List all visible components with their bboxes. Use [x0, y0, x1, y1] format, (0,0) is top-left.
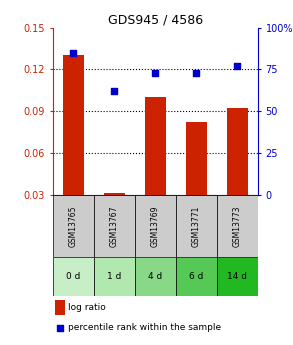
- Bar: [63, 56, 84, 195]
- Text: GSM13765: GSM13765: [69, 205, 78, 247]
- Bar: [55, 300, 65, 315]
- Point: [235, 63, 240, 69]
- Bar: [176, 195, 217, 257]
- Text: GSM13769: GSM13769: [151, 205, 160, 247]
- Point: [194, 70, 199, 76]
- Text: 6 d: 6 d: [189, 273, 204, 282]
- Bar: [104, 194, 125, 195]
- Text: percentile rank within the sample: percentile rank within the sample: [68, 323, 221, 332]
- Point: [112, 88, 117, 94]
- Point: [57, 325, 62, 331]
- Point: [153, 70, 158, 76]
- Title: GDS945 / 4586: GDS945 / 4586: [108, 13, 203, 27]
- Text: time: time: [0, 344, 1, 345]
- Bar: [227, 108, 248, 195]
- Text: ▶: ▶: [0, 344, 1, 345]
- Bar: [53, 195, 94, 257]
- Bar: [176, 257, 217, 296]
- Text: 0 d: 0 d: [66, 273, 81, 282]
- Bar: [186, 122, 207, 195]
- Bar: [135, 195, 176, 257]
- Text: GSM13771: GSM13771: [192, 206, 201, 247]
- Text: log ratio: log ratio: [68, 303, 106, 312]
- Text: 14 d: 14 d: [227, 273, 247, 282]
- Bar: [217, 195, 258, 257]
- Bar: [94, 257, 135, 296]
- Bar: [53, 257, 94, 296]
- Text: GSM13767: GSM13767: [110, 205, 119, 247]
- Text: GSM13773: GSM13773: [233, 205, 242, 247]
- Bar: [145, 97, 166, 195]
- Bar: [217, 257, 258, 296]
- Text: 1 d: 1 d: [107, 273, 122, 282]
- Bar: [135, 257, 176, 296]
- Point: [71, 50, 76, 56]
- Text: 4 d: 4 d: [148, 273, 162, 282]
- Bar: [94, 195, 135, 257]
